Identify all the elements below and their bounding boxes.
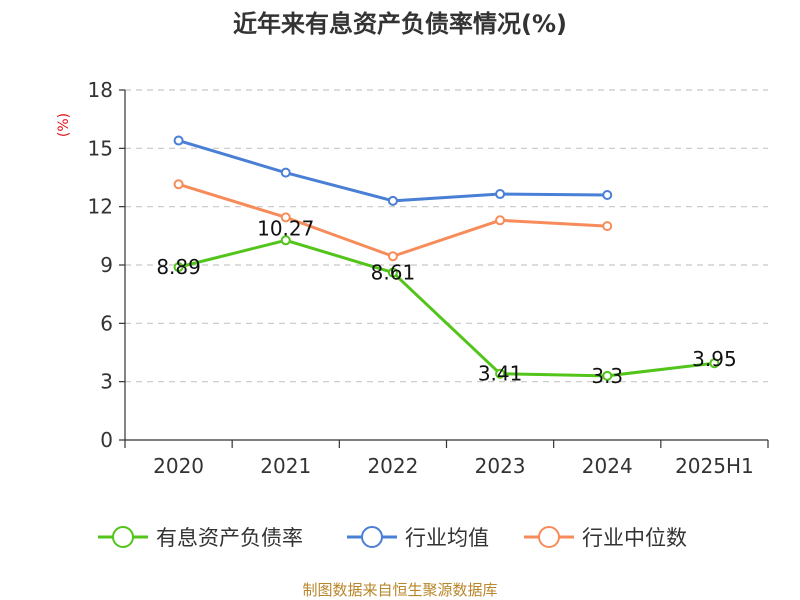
y-tick-label: 18 [88,78,113,102]
data-point [280,167,291,178]
y-tick-label: 9 [100,253,113,277]
x-tick-label: 2023 [475,454,526,478]
x-tick-label: 2025H1 [675,454,754,478]
legend-label: 行业均值 [405,526,489,550]
data-point [495,368,506,379]
data-label: 10.27 [257,216,314,240]
data-label: 3.41 [478,362,523,386]
data-point [387,195,398,206]
data-point [602,190,613,200]
legend-marker [112,526,134,548]
data-label: 3.95 [692,347,737,371]
data-point [280,235,291,246]
data-point [173,135,184,146]
data-point [495,189,506,200]
y-tick-label: 15 [88,136,113,160]
series-lines [173,135,720,381]
data-label: 8.61 [371,261,416,285]
data-point [709,358,720,369]
y-tick-label: 12 [88,195,113,219]
data-label: 8.89 [156,255,201,279]
data-label: 3.3 [591,364,623,388]
legend: 有息资产负债率 行业均值 行业中位数 [98,526,687,550]
series-line-1 [178,139,608,203]
x-tick-label: 2024 [582,454,633,478]
legend-marker [361,526,383,548]
x-tick-label: 2022 [367,454,418,478]
y-tick-label: 3 [100,370,113,394]
y-tick-label: 0 [100,428,113,452]
data-point [387,267,398,278]
data-point [173,179,184,190]
source-note: 制图数据来自恒生聚源数据库 [302,581,497,599]
x-tick-label: 2021 [260,454,311,478]
grid-lines [125,89,768,383]
chart-title: 近年来有息资产负债率情况(%) [233,10,567,38]
data-point [280,212,291,223]
legend-label: 有息资产负债率 [156,526,303,550]
data-labels: 8.89 10.27 8.61 3.41 3.3 3.95 [156,216,736,388]
y-tick-label: 6 [100,311,113,335]
legend-label: 行业中位数 [582,526,687,550]
y-axis-label: (%) [56,113,72,137]
axes: 0 3 6 9 12 15 18 2020 2021 2022 2023 2024 2025H1 [88,78,769,478]
series-line-0 [178,238,715,378]
data-point [495,215,506,226]
data-point [602,370,613,381]
x-tick-label: 2020 [153,454,204,478]
data-point [173,262,184,273]
data-point [602,221,613,232]
data-point [387,251,398,262]
legend-marker [538,526,560,548]
